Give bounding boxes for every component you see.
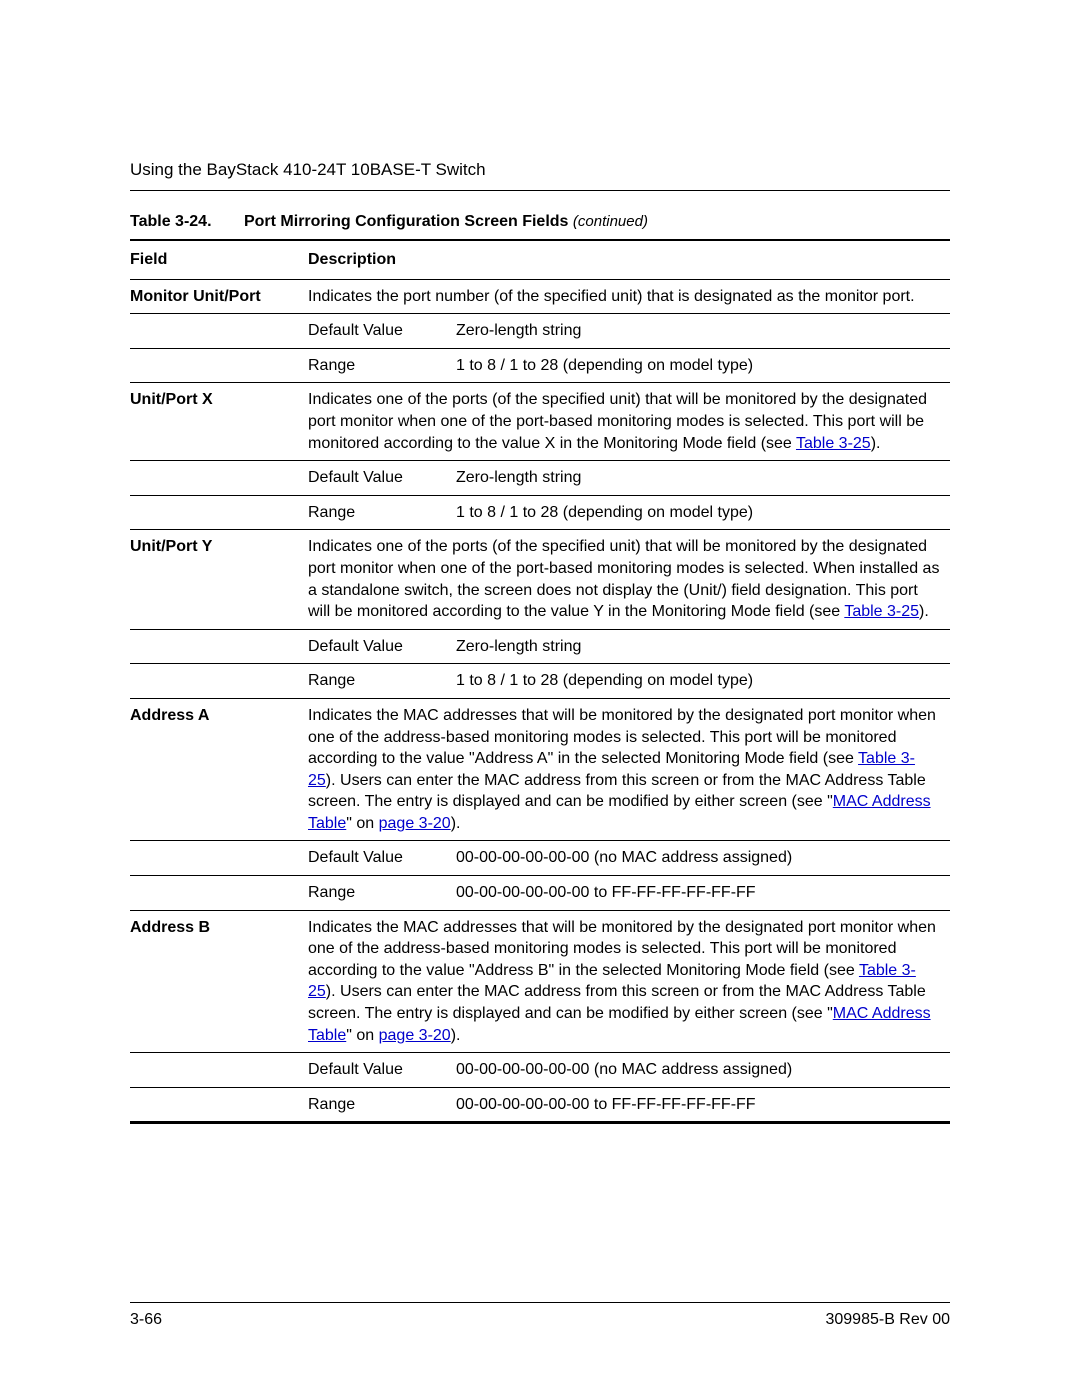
- table-caption: Table 3-24. Port Mirroring Configuration…: [130, 213, 950, 231]
- field-name: Address A: [130, 698, 308, 841]
- range-label: Range: [308, 876, 456, 911]
- default-label: Default Value: [308, 629, 456, 664]
- page-number: 3-66: [130, 1311, 162, 1329]
- range-label: Range: [308, 495, 456, 530]
- row-monitor-default: Default Value Zero-length string: [130, 314, 950, 349]
- range-value: 00-00-00-00-00-00 to FF-FF-FF-FF-FF-FF: [456, 876, 950, 911]
- fields-table: Field Description Monitor Unit/Port Indi…: [130, 241, 950, 1122]
- link-page-3-20[interactable]: page 3-20: [379, 1027, 451, 1044]
- row-addra-default: Default Value 00-00-00-00-00-00 (no MAC …: [130, 841, 950, 876]
- range-label: Range: [308, 1087, 456, 1122]
- header-rule: [130, 190, 950, 191]
- link-table-3-25[interactable]: Table 3-25: [844, 603, 919, 620]
- default-label: Default Value: [308, 841, 456, 876]
- row-unity-default: Default Value Zero-length string: [130, 629, 950, 664]
- field-name: Unit/Port Y: [130, 530, 308, 629]
- range-value: 00-00-00-00-00-00 to FF-FF-FF-FF-FF-FF: [456, 1087, 950, 1122]
- link-table-3-25[interactable]: Table 3-25: [796, 435, 871, 452]
- range-value: 1 to 8 / 1 to 28 (depending on model typ…: [456, 664, 950, 699]
- row-monitor-unit-port: Monitor Unit/Port Indicates the port num…: [130, 279, 950, 314]
- default-label: Default Value: [308, 461, 456, 496]
- default-label: Default Value: [308, 1053, 456, 1088]
- running-header: Using the BayStack 410-24T 10BASE-T Swit…: [130, 160, 950, 180]
- field-desc: Indicates the port number (of the specif…: [308, 279, 950, 314]
- row-address-a: Address A Indicates the MAC addresses th…: [130, 698, 950, 841]
- row-address-b: Address B Indicates the MAC addresses th…: [130, 910, 950, 1053]
- field-name: Address B: [130, 910, 308, 1053]
- page-footer: 3-66 309985-B Rev 00: [130, 1302, 950, 1329]
- field-name: Unit/Port X: [130, 383, 308, 461]
- table-title: Port Mirroring Configuration Screen Fiel…: [244, 213, 648, 230]
- row-unitx-default: Default Value Zero-length string: [130, 461, 950, 496]
- default-label: Default Value: [308, 314, 456, 349]
- row-monitor-range: Range 1 to 8 / 1 to 28 (depending on mod…: [130, 348, 950, 383]
- row-addra-range: Range 00-00-00-00-00-00 to FF-FF-FF-FF-F…: [130, 876, 950, 911]
- row-unit-port-y: Unit/Port Y Indicates one of the ports (…: [130, 530, 950, 629]
- page: Using the BayStack 410-24T 10BASE-T Swit…: [0, 0, 1080, 1397]
- range-label: Range: [308, 664, 456, 699]
- field-desc: Indicates the MAC addresses that will be…: [308, 910, 950, 1053]
- range-label: Range: [308, 348, 456, 383]
- row-unity-range: Range 1 to 8 / 1 to 28 (depending on mod…: [130, 664, 950, 699]
- col-description: Description: [308, 241, 950, 279]
- row-unitx-range: Range 1 to 8 / 1 to 28 (depending on mod…: [130, 495, 950, 530]
- row-addrb-range: Range 00-00-00-00-00-00 to FF-FF-FF-FF-F…: [130, 1087, 950, 1122]
- row-addrb-default: Default Value 00-00-00-00-00-00 (no MAC …: [130, 1053, 950, 1088]
- range-value: 1 to 8 / 1 to 28 (depending on model typ…: [456, 348, 950, 383]
- col-field: Field: [130, 241, 308, 279]
- range-value: 1 to 8 / 1 to 28 (depending on model typ…: [456, 495, 950, 530]
- table-header-row: Field Description: [130, 241, 950, 279]
- doc-id: 309985-B Rev 00: [825, 1311, 950, 1329]
- field-desc: Indicates one of the ports (of the speci…: [308, 530, 950, 629]
- link-page-3-20[interactable]: page 3-20: [379, 815, 451, 832]
- field-desc: Indicates one of the ports (of the speci…: [308, 383, 950, 461]
- row-unit-port-x: Unit/Port X Indicates one of the ports (…: [130, 383, 950, 461]
- default-value: 00-00-00-00-00-00 (no MAC address assign…: [456, 841, 950, 876]
- default-value: Zero-length string: [456, 629, 950, 664]
- table-continued: (continued): [573, 213, 648, 230]
- field-desc: Indicates the MAC addresses that will be…: [308, 698, 950, 841]
- table-number: Table 3-24.: [130, 213, 212, 230]
- field-name: Monitor Unit/Port: [130, 279, 308, 314]
- default-value: 00-00-00-00-00-00 (no MAC address assign…: [456, 1053, 950, 1088]
- table-bottom-rule: [130, 1122, 950, 1124]
- footer-row: 3-66 309985-B Rev 00: [130, 1311, 950, 1329]
- footer-rule: [130, 1302, 950, 1303]
- default-value: Zero-length string: [456, 461, 950, 496]
- default-value: Zero-length string: [456, 314, 950, 349]
